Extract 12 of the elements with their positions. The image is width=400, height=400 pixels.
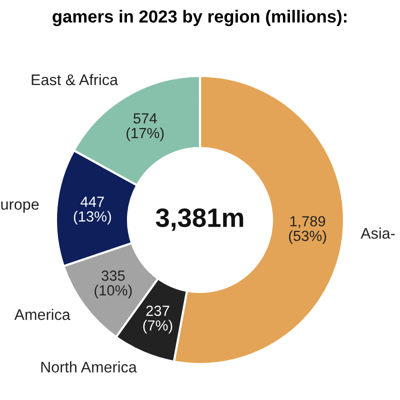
slice-label: America	[14, 308, 70, 320]
data-label: 447 (13%)	[74, 196, 111, 224]
chart-title: gamers in 2023 by region (millions):	[52, 10, 346, 26]
text: 3,381m	[156, 208, 244, 231]
slice-label: urope	[1, 201, 39, 213]
data-label: 237 (7%)	[143, 306, 172, 334]
slice-label: East & Africa	[32, 74, 118, 86]
slice-label: North America	[41, 361, 137, 373]
data-label: 574 (17%)	[126, 113, 164, 142]
data-label: 335 (10%)	[94, 270, 132, 298]
data-label: 1,789 (53%)	[289, 216, 326, 244]
slice-label: Asia-	[360, 228, 395, 239]
